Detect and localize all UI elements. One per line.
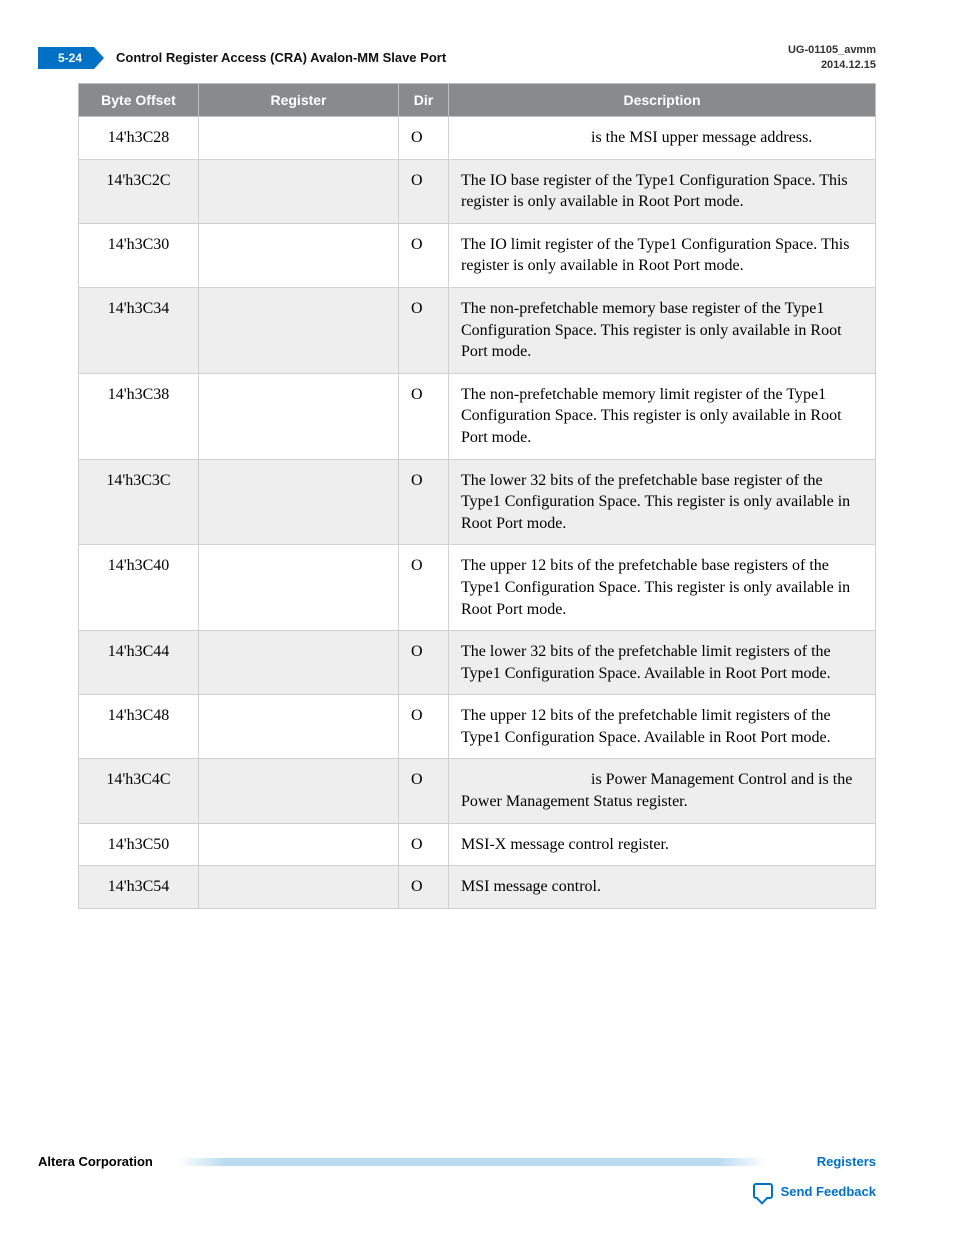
table-row: 14'h3C50 OMSI-X message control register. <box>79 823 876 866</box>
cell-description: The upper 12 bits of the prefetchable ba… <box>449 545 876 631</box>
cell-dir: O <box>399 117 449 160</box>
cell-dir: O <box>399 223 449 287</box>
cell-byte-offset: 14'h3C44 <box>79 631 199 695</box>
cell-byte-offset: 14'h3C3C <box>79 459 199 545</box>
cell-dir: O <box>399 823 449 866</box>
cell-description: The IO base register of the Type1 Config… <box>449 159 876 223</box>
cell-dir: O <box>399 287 449 373</box>
cell-dir: O <box>399 545 449 631</box>
table-row: 14'h3C44 OThe lower 32 bits of the prefet… <box>79 631 876 695</box>
cell-dir: O <box>399 695 449 759</box>
cell-description: The lower 32 bits of the prefetchable ba… <box>449 459 876 545</box>
table-row: 14'h3C40 OThe upper 12 bits of the prefet… <box>79 545 876 631</box>
cell-register <box>199 223 399 287</box>
col-dir: Dir <box>399 84 449 117</box>
cell-byte-offset: 14'h3C28 <box>79 117 199 160</box>
register-table-container: Byte Offset Register Dir Description 14'… <box>0 75 954 909</box>
cell-byte-offset: 14'h3C2C <box>79 159 199 223</box>
cell-byte-offset: 14'h3C4C <box>79 759 199 823</box>
footer-top: Altera Corporation Registers <box>38 1154 876 1169</box>
cell-byte-offset: 14'h3C38 <box>79 373 199 459</box>
cell-register <box>199 545 399 631</box>
cell-description: The non-prefetchable memory limit regist… <box>449 373 876 459</box>
page-header: 5-24 Control Register Access (CRA) Avalo… <box>0 0 954 75</box>
cell-dir: O <box>399 459 449 545</box>
feedback-icon <box>753 1183 773 1199</box>
section-title: Control Register Access (CRA) Avalon-MM … <box>116 50 446 65</box>
cell-register <box>199 287 399 373</box>
registers-link[interactable]: Registers <box>817 1154 876 1169</box>
cell-description: is the MSI upper message address. <box>449 117 876 160</box>
cell-register <box>199 373 399 459</box>
cell-description: is Power Management Control and is the P… <box>449 759 876 823</box>
cell-byte-offset: 14'h3C50 <box>79 823 199 866</box>
cell-dir: O <box>399 631 449 695</box>
cell-description: The upper 12 bits of the prefetchable li… <box>449 695 876 759</box>
cell-register <box>199 695 399 759</box>
cell-register <box>199 459 399 545</box>
cell-byte-offset: 14'h3C40 <box>79 545 199 631</box>
doc-date: 2014.12.15 <box>788 58 876 72</box>
header-right: UG-01105_avmm 2014.12.15 <box>788 43 876 72</box>
table-row: 14'h3C30 OThe IO limit register of the Ty… <box>79 223 876 287</box>
cell-description: The IO limit register of the Type1 Confi… <box>449 223 876 287</box>
cell-register <box>199 866 399 909</box>
cell-dir: O <box>399 759 449 823</box>
send-feedback-link[interactable]: Send Feedback <box>781 1184 876 1199</box>
cell-dir: O <box>399 159 449 223</box>
table-row: 14'h3C38 OThe non-prefetchable memory lim… <box>79 373 876 459</box>
corporation-label: Altera Corporation <box>38 1154 153 1169</box>
header-left: 5-24 Control Register Access (CRA) Avalo… <box>38 47 446 69</box>
page-number-badge: 5-24 <box>38 47 94 69</box>
feedback-row: Send Feedback <box>38 1183 876 1199</box>
table-row: 14'h3C3C OThe lower 32 bits of the prefet… <box>79 459 876 545</box>
table-row: 14'h3C28 Ois the MSI upper message addres… <box>79 117 876 160</box>
col-description: Description <box>449 84 876 117</box>
cell-register <box>199 759 399 823</box>
page-footer: Altera Corporation Registers Send Feedba… <box>38 1154 876 1199</box>
table-row: 14'h3C4C Ois Power Management Control and… <box>79 759 876 823</box>
table-header-row: Byte Offset Register Dir Description <box>79 84 876 117</box>
cell-description: MSI-X message control register. <box>449 823 876 866</box>
cell-description: The non-prefetchable memory base registe… <box>449 287 876 373</box>
cell-description: The lower 32 bits of the prefetchable li… <box>449 631 876 695</box>
col-byte-offset: Byte Offset <box>79 84 199 117</box>
cell-description: MSI message control. <box>449 866 876 909</box>
table-row: 14'h3C54 OMSI message control. <box>79 866 876 909</box>
register-table: Byte Offset Register Dir Description 14'… <box>78 83 876 909</box>
cell-dir: O <box>399 866 449 909</box>
table-row: 14'h3C48 OThe upper 12 bits of the prefet… <box>79 695 876 759</box>
cell-byte-offset: 14'h3C34 <box>79 287 199 373</box>
cell-register <box>199 631 399 695</box>
cell-dir: O <box>399 373 449 459</box>
cell-register <box>199 117 399 160</box>
footer-divider-bar <box>178 1158 766 1166</box>
table-row: 14'h3C34 OThe non-prefetchable memory bas… <box>79 287 876 373</box>
cell-register <box>199 159 399 223</box>
doc-id: UG-01105_avmm <box>788 43 876 57</box>
table-row: 14'h3C2C OThe IO base register of the Typ… <box>79 159 876 223</box>
cell-byte-offset: 14'h3C54 <box>79 866 199 909</box>
cell-byte-offset: 14'h3C48 <box>79 695 199 759</box>
col-register: Register <box>199 84 399 117</box>
cell-byte-offset: 14'h3C30 <box>79 223 199 287</box>
cell-register <box>199 823 399 866</box>
